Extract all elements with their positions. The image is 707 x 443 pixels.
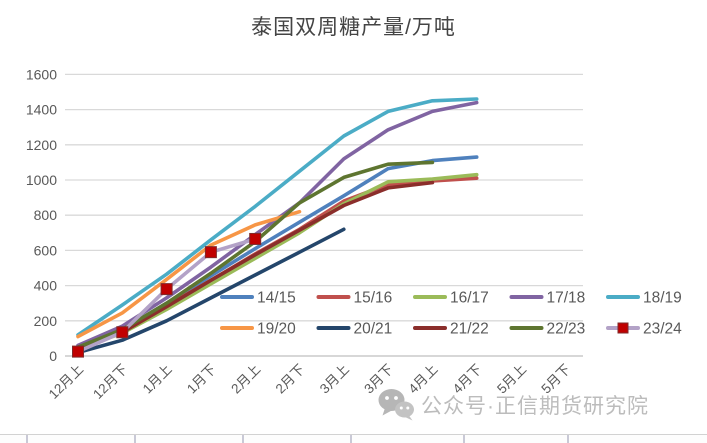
- legend-label: 20/21: [354, 321, 393, 338]
- table-column-divider: [134, 435, 136, 443]
- legend-item-19-20: 19/20: [220, 321, 296, 338]
- chart-title: 泰国双周糖产量/万吨: [251, 16, 456, 39]
- y-axis-tick-label: 200: [34, 313, 58, 329]
- table-column-divider: [350, 435, 352, 443]
- x-axis-tick-label: 12月下: [90, 362, 130, 402]
- series-marker-23-24: [116, 326, 129, 339]
- legend-item-15-16: 15/16: [316, 290, 393, 307]
- series-marker-23-24: [249, 232, 262, 245]
- legend-label: 22/23: [547, 321, 586, 338]
- legend-label: 23/24: [643, 321, 682, 338]
- table-column-divider: [26, 435, 28, 443]
- y-axis-tick-label: 1000: [26, 172, 57, 188]
- series-line-20-21: [76, 227, 346, 355]
- x-axis-tick-label: 1月下: [184, 362, 219, 397]
- legend-label: 16/17: [450, 290, 489, 307]
- x-axis-tick-label: 4月下: [450, 362, 485, 397]
- y-axis-tick-label: 1200: [26, 137, 57, 153]
- x-axis-tick-label: 3月下: [361, 362, 396, 397]
- legend-label: 15/16: [354, 290, 393, 307]
- legend-label: 18/19: [643, 290, 682, 307]
- series-line-18-19: [76, 97, 479, 337]
- table-strip: [0, 434, 707, 443]
- x-axis-tick-label: 5月下: [538, 362, 573, 397]
- x-axis-tick-label: 2月下: [273, 362, 308, 397]
- legend-item-22-23: 22/23: [509, 321, 586, 338]
- legend-item-23-24: 23/24: [606, 321, 682, 338]
- y-axis-tick-label: 1400: [26, 102, 57, 118]
- legend-label: 19/20: [257, 321, 296, 338]
- legend-label: 21/22: [450, 321, 489, 338]
- y-axis-tick-label: 1600: [26, 66, 57, 82]
- legend-item-17-18: 17/18: [509, 290, 586, 307]
- legend-label: 17/18: [547, 290, 586, 307]
- y-axis-tick-label: 800: [34, 207, 58, 223]
- legend-marker: [617, 322, 629, 334]
- x-axis-tick-label: 3月上: [317, 362, 352, 397]
- legend-item-21-22: 21/22: [413, 321, 489, 338]
- x-axis-tick-label: 4月上: [406, 362, 441, 397]
- x-axis-tick-label: 12月上: [46, 362, 86, 402]
- y-axis-tick-label: 600: [34, 242, 58, 258]
- series-line-19-20: [76, 209, 302, 339]
- x-axis-tick-label: 1月上: [140, 362, 175, 397]
- x-axis-tick-label: 2月上: [228, 362, 263, 397]
- table-column-divider: [463, 435, 465, 443]
- legend-label: 14/15: [257, 290, 296, 307]
- legend-item-20-21: 20/21: [316, 321, 393, 338]
- legend-item-18-19: 18/19: [606, 290, 682, 307]
- series-marker-23-24: [160, 283, 173, 296]
- table-column-divider: [242, 435, 244, 443]
- series-marker-23-24: [204, 246, 217, 259]
- series-marker-23-24: [72, 345, 84, 358]
- series-line-21-22: [76, 180, 435, 350]
- legend-item-14-15: 14/15: [220, 290, 296, 307]
- y-axis-tick-label: 0: [49, 348, 57, 364]
- x-axis-tick-label: 5月上: [494, 362, 529, 397]
- legend-item-16-17: 16/17: [413, 290, 489, 307]
- table-column-divider: [567, 435, 569, 443]
- y-axis-tick-label: 400: [34, 278, 58, 294]
